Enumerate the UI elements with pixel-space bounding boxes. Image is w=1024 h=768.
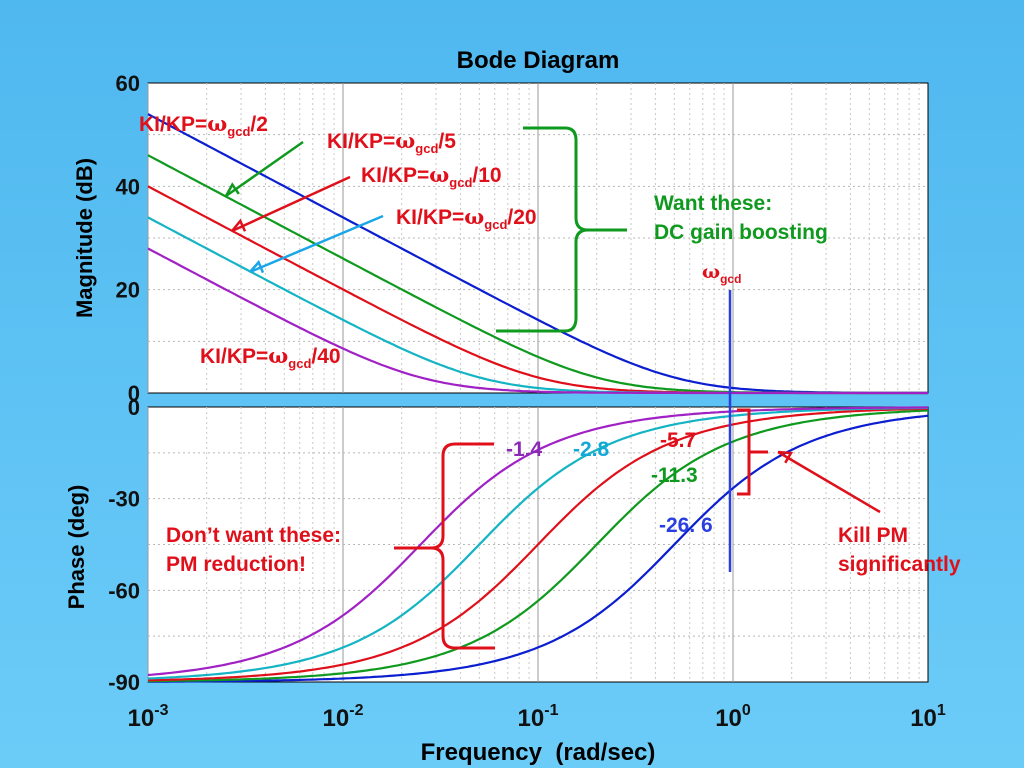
x-tick-labels: 10-3 10-2 10-1 100 101 [128, 702, 946, 732]
phase-series-2 [148, 409, 929, 683]
phase-label-5-7: -5.7 [660, 429, 696, 452]
magnitude-y-ticks: 0 20 40 60 [116, 71, 140, 406]
phase-brace-left [394, 442, 495, 650]
phase-label-1-4: -1.4 [506, 438, 543, 461]
phase-grid [147, 407, 928, 682]
phase-y-axis-label: Phase (deg) [64, 485, 89, 610]
arrow-kill-pm-head [777, 450, 794, 464]
y-tick-label: 20 [116, 278, 140, 303]
pm-reduction-text: PM reduction! [166, 553, 306, 576]
kikp-label-2: KI/KP=ωgcd/2 [139, 111, 268, 139]
arrow-green [225, 140, 304, 198]
x-tick-label: 10-1 [518, 702, 559, 732]
phase-series-1 [148, 414, 929, 683]
magnitude-y-axis-label: Magnitude (dB) [72, 158, 97, 318]
arrow-green-head [224, 182, 240, 197]
kikp-label-10: KI/KP=ωgcd/10 [361, 162, 502, 190]
phase-series-5 [147, 406, 929, 677]
phase-label-2-8: -2.8 [573, 438, 610, 461]
x-tick-label: 101 [910, 702, 946, 732]
phase-bracket-right [737, 408, 768, 496]
chart-title: Bode Diagram [457, 47, 620, 74]
x-tick-label: 100 [715, 702, 751, 732]
kikp-label-5: KI/KP=ωgcd/5 [327, 128, 456, 156]
y-tick-label: 0 [128, 395, 140, 420]
arrow-cyan [249, 214, 384, 274]
magnitude-series-group [147, 113, 928, 395]
kikp-label-40: KI/KP=ωgcd/40 [200, 343, 341, 371]
y-tick-label: -30 [108, 487, 140, 512]
arrow-red-head [231, 218, 247, 232]
phase-label-26-6: -26. 6 [659, 514, 713, 537]
arrow-kill-pm [777, 450, 881, 514]
arrow-cyan-head [249, 259, 265, 274]
y-tick-label: 0 [128, 381, 140, 406]
y-tick-label: 40 [116, 174, 140, 199]
y-tick-label: -90 [108, 670, 140, 695]
wgcd-label: ωgcd [702, 261, 741, 286]
magnitude-grid [147, 83, 928, 393]
phase-y-ticks: 0 -30 -60 -90 [108, 395, 140, 695]
arrow-red [231, 175, 351, 233]
kill-pm-text: Kill PM [838, 524, 908, 547]
x-axis-label: Frequency (rad/sec) [421, 739, 656, 766]
x-tick-label: 10-3 [128, 702, 169, 732]
magnitude-brace [496, 126, 627, 333]
significantly-text: significantly [838, 553, 961, 576]
y-tick-label: -60 [108, 578, 140, 603]
y-tick-label: 60 [116, 71, 140, 96]
annotation-layer: KI/KP=ωgcd/2 KI/KP=ωgcd/5 KI/KP=ωgcd/10 KI/… [139, 111, 961, 650]
dc-gain-boosting-text: DC gain boosting [654, 221, 828, 244]
kikp-label-20: KI/KP=ωgcd/20 [396, 204, 537, 232]
dont-want-text: Don’t want these: [166, 524, 341, 547]
want-these-text: Want these: [654, 192, 772, 215]
x-tick-label: 10-2 [323, 702, 364, 732]
phase-series-3 [148, 407, 928, 682]
phase-series-group [147, 406, 929, 683]
phase-label-11-3: -11.3 [651, 464, 698, 487]
phase-series-4 [147, 406, 928, 680]
magnitude-series-5 [147, 247, 928, 395]
